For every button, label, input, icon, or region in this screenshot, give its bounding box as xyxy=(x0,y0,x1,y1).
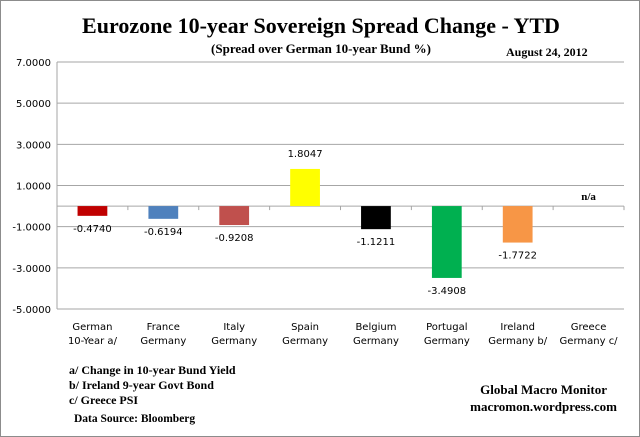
y-tick-label: 5.0000 xyxy=(16,99,51,110)
bar xyxy=(502,206,533,243)
category-label: Italy xyxy=(223,322,245,333)
bar xyxy=(361,206,391,230)
category-label: German xyxy=(72,322,112,333)
category-label: Spain xyxy=(291,322,319,333)
data-label: -1.1211 xyxy=(357,237,396,248)
bar xyxy=(219,206,250,226)
y-tick-label: 3.0000 xyxy=(16,140,51,151)
chart-date: August 24, 2012 xyxy=(506,45,588,59)
category-label: France xyxy=(147,322,180,333)
data-label: -0.6194 xyxy=(144,227,183,238)
category-label: Portugal xyxy=(426,322,467,333)
credit-site: macromon.wordpress.com xyxy=(470,399,617,414)
category-label: Germany xyxy=(424,336,470,347)
y-tick-label: -5.0000 xyxy=(12,305,51,316)
bar xyxy=(290,168,320,207)
category-label: Germany xyxy=(140,336,186,347)
bar xyxy=(148,206,179,219)
data-source: Data Source: Bloomberg xyxy=(74,413,196,425)
footnotes: a/ Change in 10-year Bund Yield b/ Irela… xyxy=(69,363,236,408)
category-label: Germany xyxy=(211,336,257,347)
y-tick-label: -3.0000 xyxy=(12,264,51,275)
bar xyxy=(431,206,462,278)
category-label: Germany b/ xyxy=(488,336,547,347)
bar xyxy=(77,206,108,216)
data-label: -0.4740 xyxy=(73,224,112,235)
y-tick-label: 1.0000 xyxy=(16,182,51,193)
credit: Global Macro Monitor macromon.wordpress.… xyxy=(470,381,617,415)
y-tick-label: 7.0000 xyxy=(16,58,51,69)
chart-title: Eurozone 10-year Sovereign Spread Change… xyxy=(82,13,560,38)
credit-name: Global Macro Monitor xyxy=(480,382,607,397)
category-label: Germany xyxy=(353,336,399,347)
category-label: 10-Year a/ xyxy=(68,336,118,347)
footnote-a: a/ Change in 10-year Bund Yield xyxy=(69,363,236,377)
category-label: Greece xyxy=(571,322,607,333)
data-label: -3.4908 xyxy=(428,286,467,297)
data-label: n/a xyxy=(581,191,596,203)
category-label: Ireland xyxy=(500,322,535,333)
chart-subtitle: (Spread over German 10-year Bund %) xyxy=(211,41,431,56)
category-label: Germany c/ xyxy=(560,336,619,347)
data-label: -1.7722 xyxy=(498,251,537,262)
category-label: Germany xyxy=(282,336,328,347)
data-label: -0.9208 xyxy=(215,233,254,244)
category-label: Belgium xyxy=(355,322,396,333)
data-label: 1.8047 xyxy=(288,149,323,160)
footnote-b: b/ Ireland 9-year Govt Bond xyxy=(69,378,214,392)
y-tick-label: -1.0000 xyxy=(12,223,51,234)
footnote-c: c/ Greece PSI xyxy=(69,393,139,407)
